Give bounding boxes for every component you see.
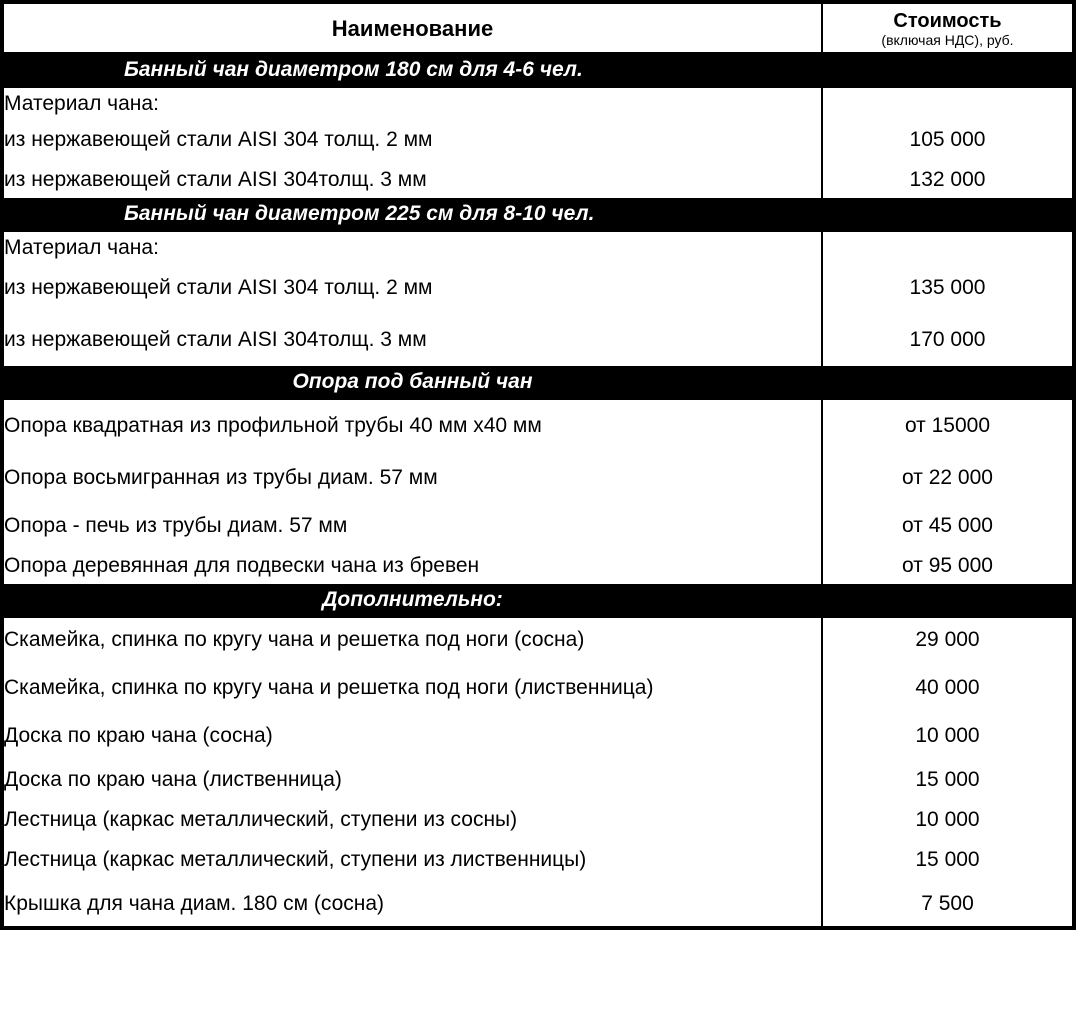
section-header: Банный чан диаметром 180 см для 4-6 чел. <box>2 53 1074 88</box>
section-header: Банный чан диаметром 225 см для 8-10 чел… <box>2 198 1074 232</box>
section-price-blank <box>822 366 1074 400</box>
item-name: Опора квадратная из профильной трубы 40 … <box>2 400 822 452</box>
item-name: из нержавеющей стали AISI 304 толщ. 2 мм <box>2 118 822 162</box>
item-price: от 95 000 <box>822 548 1074 584</box>
table-header-row: Наименование Стоимость (включая НДС), ру… <box>2 2 1074 53</box>
section-price-blank <box>822 53 1074 88</box>
item-name: Доска по краю чана (сосна) <box>2 714 822 758</box>
item-price: 170 000 <box>822 314 1074 366</box>
item-price: 105 000 <box>822 118 1074 162</box>
section-price-blank <box>822 584 1074 618</box>
table-row: из нержавеющей стали AISI 304 толщ. 2 мм… <box>2 118 1074 162</box>
table-row: Доска по краю чана (сосна)10 000 <box>2 714 1074 758</box>
item-name: Скамейка, спинка по кругу чана и решетка… <box>2 618 822 662</box>
item-name: из нержавеющей стали AISI 304толщ. 3 мм <box>2 162 822 198</box>
material-label: Материал чана: <box>2 88 822 118</box>
section-price-blank <box>822 198 1074 232</box>
item-price: от 22 000 <box>822 452 1074 504</box>
item-price: 132 000 <box>822 162 1074 198</box>
table-row: Опора квадратная из профильной трубы 40 … <box>2 400 1074 452</box>
item-name: Крышка для чана диам. 180 см (сосна) <box>2 882 822 928</box>
item-name: Скамейка, спинка по кругу чана и решетка… <box>2 662 822 714</box>
item-price: от 45 000 <box>822 504 1074 548</box>
table-row: Доска по краю чана (лиственница)15 000 <box>2 758 1074 802</box>
item-price: 15 000 <box>822 758 1074 802</box>
item-name: из нержавеющей стали AISI 304толщ. 3 мм <box>2 314 822 366</box>
item-price: 135 000 <box>822 262 1074 314</box>
table-row: из нержавеющей стали AISI 304толщ. 3 мм1… <box>2 314 1074 366</box>
table-row: Опора деревянная для подвески чана из бр… <box>2 548 1074 584</box>
price-table: Наименование Стоимость (включая НДС), ру… <box>0 0 1076 930</box>
item-name: Лестница (каркас металлический, ступени … <box>2 802 822 838</box>
material-price-blank <box>822 232 1074 262</box>
section-title: Дополнительно: <box>2 584 822 618</box>
table-row: из нержавеющей стали AISI 304 толщ. 2 мм… <box>2 262 1074 314</box>
material-label-row: Материал чана: <box>2 232 1074 262</box>
item-name: из нержавеющей стали AISI 304 толщ. 2 мм <box>2 262 822 314</box>
table-row: Лестница (каркас металлический, ступени … <box>2 802 1074 838</box>
item-price: 7 500 <box>822 882 1074 928</box>
table-row: Скамейка, спинка по кругу чана и решетка… <box>2 662 1074 714</box>
table-row: Крышка для чана диам. 180 см (сосна)7 50… <box>2 882 1074 928</box>
item-price: 40 000 <box>822 662 1074 714</box>
section-title: Опора под банный чан <box>2 366 822 400</box>
item-name: Опора восьмигранная из трубы диам. 57 мм <box>2 452 822 504</box>
section-title: Банный чан диаметром 225 см для 8-10 чел… <box>2 198 822 232</box>
header-price: Стоимость (включая НДС), руб. <box>822 2 1074 53</box>
header-price-sub: (включая НДС), руб. <box>827 32 1068 48</box>
item-name: Лестница (каркас металлический, ступени … <box>2 838 822 882</box>
item-name: Опора - печь из трубы диам. 57 мм <box>2 504 822 548</box>
item-price: 15 000 <box>822 838 1074 882</box>
item-price: 10 000 <box>822 714 1074 758</box>
item-price: 29 000 <box>822 618 1074 662</box>
table-row: Опора восьмигранная из трубы диам. 57 мм… <box>2 452 1074 504</box>
item-price: 10 000 <box>822 802 1074 838</box>
section-header: Опора под банный чан <box>2 366 1074 400</box>
header-price-main: Стоимость <box>893 10 1001 32</box>
table-row: Лестница (каркас металлический, ступени … <box>2 838 1074 882</box>
table-row: из нержавеющей стали AISI 304толщ. 3 мм1… <box>2 162 1074 198</box>
table-row: Опора - печь из трубы диам. 57 ммот 45 0… <box>2 504 1074 548</box>
section-title: Банный чан диаметром 180 см для 4-6 чел. <box>2 53 822 88</box>
material-price-blank <box>822 88 1074 118</box>
material-label: Материал чана: <box>2 232 822 262</box>
material-label-row: Материал чана: <box>2 88 1074 118</box>
header-name: Наименование <box>2 2 822 53</box>
item-name: Доска по краю чана (лиственница) <box>2 758 822 802</box>
table-row: Скамейка, спинка по кругу чана и решетка… <box>2 618 1074 662</box>
section-header: Дополнительно: <box>2 584 1074 618</box>
item-name: Опора деревянная для подвески чана из бр… <box>2 548 822 584</box>
item-price: от 15000 <box>822 400 1074 452</box>
